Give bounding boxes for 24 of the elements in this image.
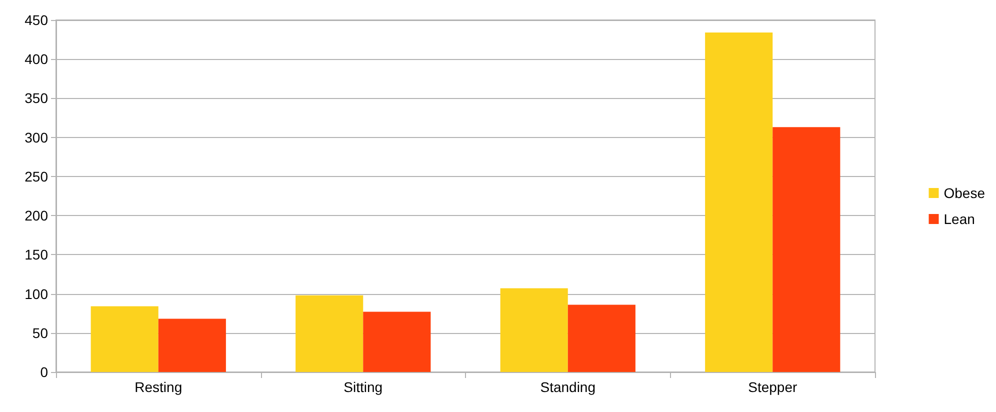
bar bbox=[363, 312, 431, 372]
bar bbox=[568, 304, 636, 372]
x-tick-label: Standing bbox=[540, 379, 596, 395]
y-tick-label: 150 bbox=[24, 246, 48, 263]
y-tick-label: 100 bbox=[24, 286, 48, 302]
bar bbox=[296, 295, 364, 372]
y-tick-label: 50 bbox=[32, 324, 48, 341]
bar bbox=[90, 306, 158, 372]
bar bbox=[158, 318, 226, 372]
y-tick-label: 400 bbox=[24, 51, 48, 68]
legend-label: Obese bbox=[944, 185, 986, 201]
bar bbox=[705, 32, 773, 372]
bar bbox=[500, 288, 568, 372]
y-tick-label: 0 bbox=[40, 364, 48, 380]
legend-label: Lean bbox=[944, 211, 975, 227]
y-tick-label: 450 bbox=[24, 12, 48, 28]
x-tick-label: Sitting bbox=[344, 379, 383, 395]
y-tick-label: 200 bbox=[24, 208, 48, 224]
x-tick-label: Resting bbox=[134, 379, 182, 395]
y-tick-label: 250 bbox=[24, 168, 48, 184]
y-tick-label: 350 bbox=[24, 90, 48, 106]
bar bbox=[772, 127, 840, 372]
x-tick-label: Stepper bbox=[748, 379, 798, 395]
y-tick-label: 300 bbox=[24, 129, 48, 146]
